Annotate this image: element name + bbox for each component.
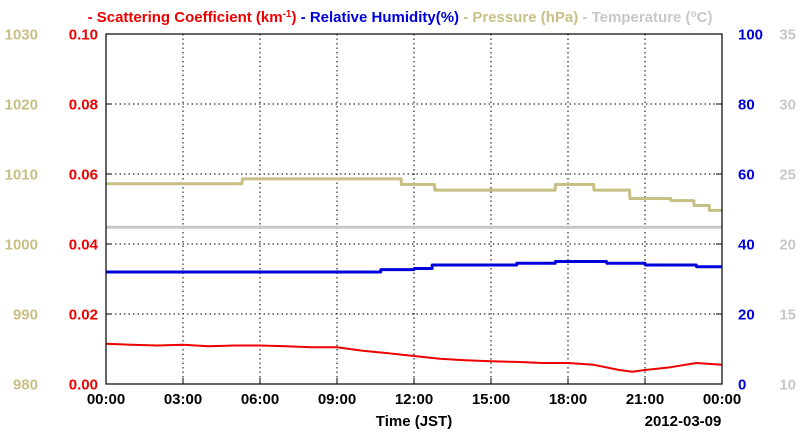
x-tick-label: 00:00 bbox=[703, 391, 741, 408]
grid-lines bbox=[106, 34, 722, 384]
y-tick-label-pressure: 1020 bbox=[5, 97, 38, 114]
y-tick-label-humidity: 60 bbox=[738, 167, 755, 184]
x-tick-label: 00:00 bbox=[87, 391, 125, 408]
series-layer bbox=[105, 177, 723, 373]
legend-entry-pres: - Pressure (hPa) bbox=[459, 9, 578, 26]
x-tick-label: 15:00 bbox=[472, 391, 510, 408]
x-axis-label: Time (JST) bbox=[376, 413, 452, 430]
y-tick-label-scattering: 0.02 bbox=[69, 307, 98, 324]
y-tick-label-pressure: 980 bbox=[13, 377, 38, 394]
y-tick-label-humidity: 20 bbox=[738, 307, 755, 324]
y-tick-label-pressure: 1000 bbox=[5, 237, 38, 254]
y-tick-label-temperature: 20 bbox=[779, 237, 796, 254]
chart-legend: - Scattering Coefficient (km-1) - Relati… bbox=[88, 9, 713, 27]
y-tick-label-humidity: 100 bbox=[738, 27, 763, 44]
y-tick-label-pressure: 1030 bbox=[5, 27, 38, 44]
legend-entry-temp: - Temperature ( bbox=[578, 9, 690, 26]
legend-superscript: -1 bbox=[283, 9, 292, 20]
legend-superscript: o bbox=[691, 9, 697, 20]
series-line-scattering bbox=[105, 342, 723, 373]
legend-entry-suffix: ) bbox=[292, 9, 297, 26]
y-tick-label-temperature: 10 bbox=[779, 377, 796, 394]
legend-entry-rh: - Relative Humidity(%) bbox=[297, 9, 460, 26]
y-tick-label-humidity: 40 bbox=[738, 237, 755, 254]
y-tick-label-temperature: 15 bbox=[779, 307, 796, 324]
x-tick-label: 18:00 bbox=[549, 391, 587, 408]
y-tick-label-scattering: 0.00 bbox=[69, 377, 98, 394]
x-tick-label: 09:00 bbox=[318, 391, 356, 408]
legend-entry-scat: - Scattering Coefficient (km bbox=[88, 9, 283, 26]
y-tick-label-humidity: 0 bbox=[738, 377, 746, 394]
y-tick-label-scattering: 0.08 bbox=[69, 97, 98, 114]
date-label: 2012-03-09 bbox=[645, 413, 722, 430]
y-tick-label-scattering: 0.06 bbox=[69, 167, 98, 184]
y-tick-label-temperature: 30 bbox=[779, 97, 796, 114]
x-tick-label: 12:00 bbox=[395, 391, 433, 408]
x-tick-label: 21:00 bbox=[626, 391, 664, 408]
y-tick-label-humidity: 80 bbox=[738, 97, 755, 114]
y-tick-label-pressure: 1010 bbox=[5, 167, 38, 184]
legend-entry-suffix: C) bbox=[697, 9, 713, 26]
x-tick-label: 06:00 bbox=[241, 391, 279, 408]
y-tick-label-scattering: 0.04 bbox=[69, 237, 99, 254]
x-tick-label: 03:00 bbox=[164, 391, 202, 408]
axes-layer: 00:00 03:00 06:00 09:00 12:00 15:00 18:00 21:00… bbox=[5, 27, 796, 409]
y-tick-label-temperature: 25 bbox=[779, 167, 796, 184]
series-line-humidity bbox=[106, 260, 722, 274]
series-line-pressure bbox=[106, 177, 722, 212]
y-tick-label-temperature: 35 bbox=[779, 27, 796, 44]
y-tick-label-scattering: 0.10 bbox=[69, 27, 98, 44]
y-tick-label-pressure: 990 bbox=[13, 307, 38, 324]
